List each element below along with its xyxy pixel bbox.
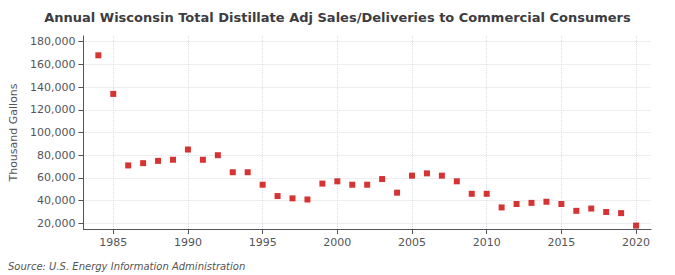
svg-text:60,000: 60,000 xyxy=(37,171,76,184)
svg-text:Annual Wisconsin Total Distill: Annual Wisconsin Total Distillate Adj Sa… xyxy=(44,10,631,25)
svg-text:1995: 1995 xyxy=(249,236,277,249)
svg-text:2015: 2015 xyxy=(547,236,575,249)
svg-text:1985: 1985 xyxy=(99,236,127,249)
svg-text:2000: 2000 xyxy=(323,236,351,249)
svg-text:80,000: 80,000 xyxy=(37,149,76,162)
svg-text:100,000: 100,000 xyxy=(30,126,76,139)
svg-text:120,000: 120,000 xyxy=(30,103,76,116)
svg-text:2010: 2010 xyxy=(473,236,501,249)
svg-text:140,000: 140,000 xyxy=(30,81,76,94)
svg-text:2005: 2005 xyxy=(398,236,426,249)
svg-text:1990: 1990 xyxy=(174,236,202,249)
svg-text:180,000: 180,000 xyxy=(30,35,76,48)
svg-text:40,000: 40,000 xyxy=(37,194,76,207)
svg-text:2020: 2020 xyxy=(622,236,650,249)
svg-text:Source: U.S. Energy Informatio: Source: U.S. Energy Information Administ… xyxy=(8,261,245,272)
svg-text:Thousand Gallons: Thousand Gallons xyxy=(7,83,20,182)
svg-text:20,000: 20,000 xyxy=(37,217,76,230)
svg-text:160,000: 160,000 xyxy=(30,58,76,71)
